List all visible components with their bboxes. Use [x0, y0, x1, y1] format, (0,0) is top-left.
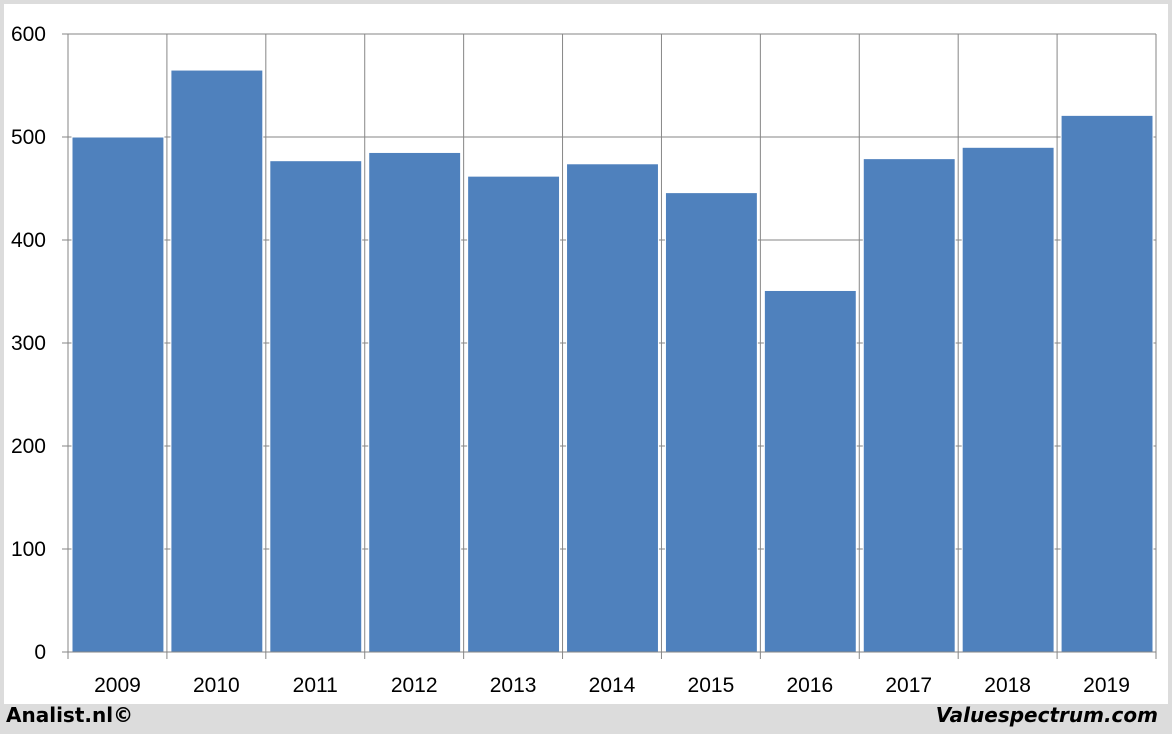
bar-2014 [566, 163, 659, 653]
x-tick-label: 2014 [589, 674, 636, 697]
y-tick-label: 200 [11, 435, 46, 458]
bar-2013 [467, 175, 561, 653]
x-tick-label: 2010 [193, 674, 240, 697]
bar-2019 [1060, 114, 1154, 653]
x-tick-label: 2009 [94, 674, 141, 697]
x-tick-label: 2015 [688, 674, 735, 697]
bar-2016 [763, 289, 857, 653]
bar-2015 [664, 192, 758, 653]
y-tick-label: 100 [11, 538, 46, 561]
footer-source-left: Analist.nl© [6, 703, 134, 727]
x-tick-label: 2019 [1083, 674, 1130, 697]
y-tick-label: 300 [11, 332, 46, 355]
bar-2018 [961, 146, 1055, 653]
bar-2009 [71, 136, 165, 653]
x-tick-label: 2018 [984, 674, 1031, 697]
x-tick-label: 2012 [391, 674, 438, 697]
bar-2017 [862, 158, 956, 653]
y-tick-label: 0 [34, 641, 46, 664]
bar-2010 [170, 69, 264, 653]
x-tick-label: 2013 [490, 674, 537, 697]
bar-2011 [269, 160, 363, 653]
x-tick-label: 2016 [786, 674, 833, 697]
x-tick-label: 2011 [293, 674, 338, 697]
bar-2012 [368, 151, 462, 653]
y-tick-label: 400 [11, 229, 46, 252]
bar-chart: 0 100 200 300 400 500 600 2009 2010 2011 2012 2013 2… [11, 23, 1157, 697]
x-tick-label: 2017 [885, 674, 932, 697]
footer-source-right: Valuespectrum.com [935, 703, 1158, 727]
y-tick-label: 500 [11, 126, 46, 149]
y-tick-label: 600 [11, 23, 46, 46]
